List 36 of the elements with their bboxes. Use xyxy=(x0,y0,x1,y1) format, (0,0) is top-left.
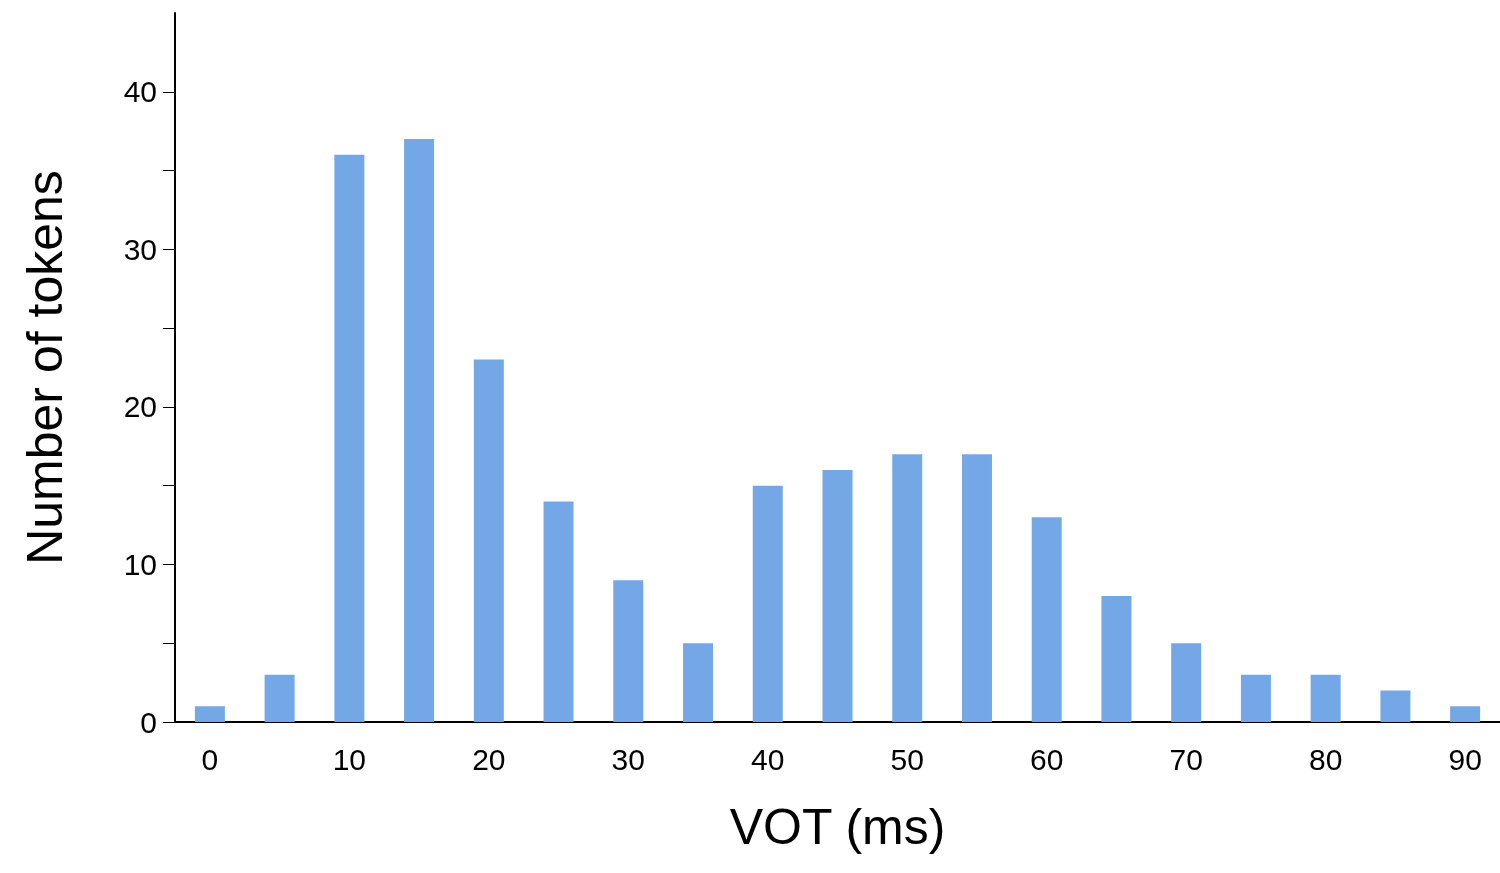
x-tick-label: 0 xyxy=(201,742,219,776)
bar xyxy=(1380,690,1411,722)
x-tick-label: 80 xyxy=(1308,742,1343,776)
bar xyxy=(1240,674,1271,722)
bar xyxy=(683,643,714,722)
bar xyxy=(892,454,923,722)
bar xyxy=(334,154,365,722)
y-tick-label: 10 xyxy=(123,547,157,581)
x-tick-label: 90 xyxy=(1448,742,1482,776)
y-tick-label: 20 xyxy=(123,390,157,424)
x-tick-label: 60 xyxy=(1030,742,1064,776)
x-tick-label: 50 xyxy=(890,742,924,776)
x-tick-label: 30 xyxy=(611,742,645,776)
x-tick-label: 20 xyxy=(472,742,506,776)
bar xyxy=(822,469,853,722)
bar xyxy=(404,139,435,722)
bar xyxy=(1171,643,1202,722)
y-tick-label: 0 xyxy=(140,705,157,739)
bar xyxy=(613,580,644,722)
bar xyxy=(543,501,574,722)
x-tick-label: 40 xyxy=(751,742,785,776)
y-axis-title: Number of tokens xyxy=(17,170,73,565)
bar xyxy=(1310,674,1341,722)
bar xyxy=(1450,706,1481,722)
x-tick-label: 70 xyxy=(1169,742,1203,776)
bar xyxy=(194,706,225,722)
bar xyxy=(1031,517,1062,722)
x-tick-label: 10 xyxy=(332,742,367,776)
x-axis-title: VOT (ms) xyxy=(729,799,946,855)
bar xyxy=(264,674,295,722)
y-tick-label: 30 xyxy=(123,232,157,266)
bar xyxy=(1101,595,1132,722)
bar xyxy=(752,485,783,722)
bar xyxy=(473,359,504,722)
bar xyxy=(961,454,992,722)
y-tick-label: 40 xyxy=(123,75,157,109)
